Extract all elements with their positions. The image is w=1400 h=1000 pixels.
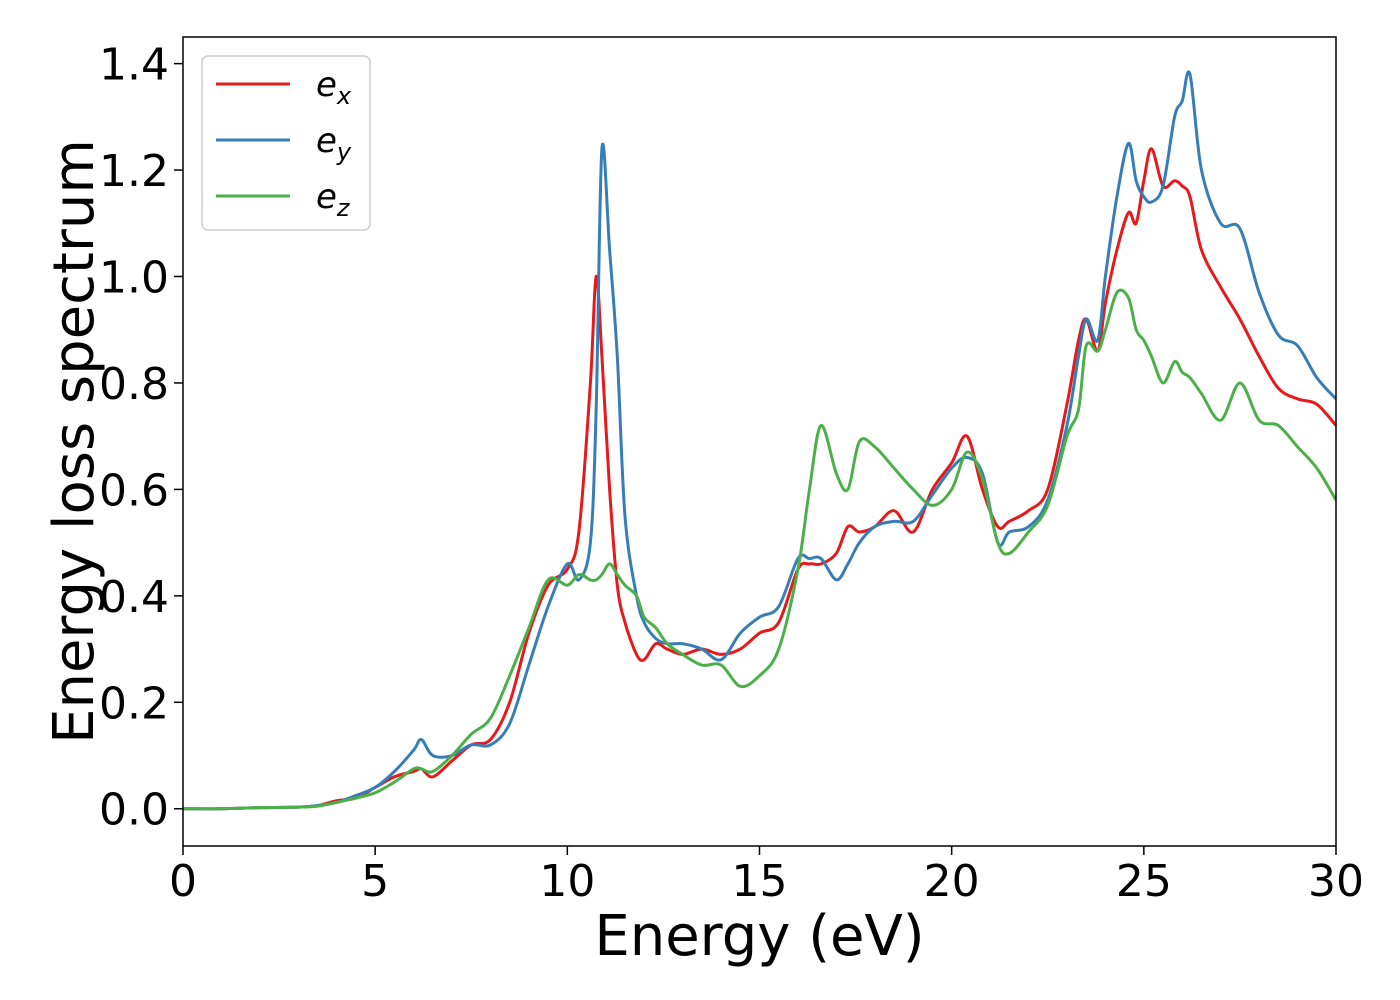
y-tick-label: 0.4 xyxy=(99,572,169,623)
y-axis-ticks: 0.0 0.2 0.4 0.6 0.8 1.0 1.2 1.4 xyxy=(99,40,183,836)
x-tick-label: 10 xyxy=(539,856,595,907)
legend-box xyxy=(201,55,371,231)
x-axis-ticks: 0 5 10 15 20 25 30 xyxy=(169,846,1364,907)
x-tick-label: 0 xyxy=(169,856,197,907)
y-axis-label: Energy loss spectrum xyxy=(42,139,107,744)
x-tick-label: 15 xyxy=(732,856,788,907)
y-tick-label: 0.8 xyxy=(99,359,169,410)
y-tick-label: 1.2 xyxy=(99,146,169,197)
series-line-z xyxy=(183,288,1336,811)
x-axis-label: Energy (eV) xyxy=(594,904,924,969)
x-tick-label: 5 xyxy=(361,856,389,907)
y-tick-label: 0.6 xyxy=(99,465,169,516)
x-tick-label: 25 xyxy=(1116,856,1172,907)
x-tick-label: 20 xyxy=(924,856,980,907)
y-tick-label: 1.0 xyxy=(99,253,169,304)
series-lines xyxy=(183,70,1336,811)
series-line-y xyxy=(183,70,1336,811)
x-tick-label: 30 xyxy=(1308,856,1364,907)
y-tick-label: 1.4 xyxy=(99,40,169,91)
y-tick-label: 0.2 xyxy=(99,678,169,729)
y-tick-label: 0.0 xyxy=(99,785,169,836)
